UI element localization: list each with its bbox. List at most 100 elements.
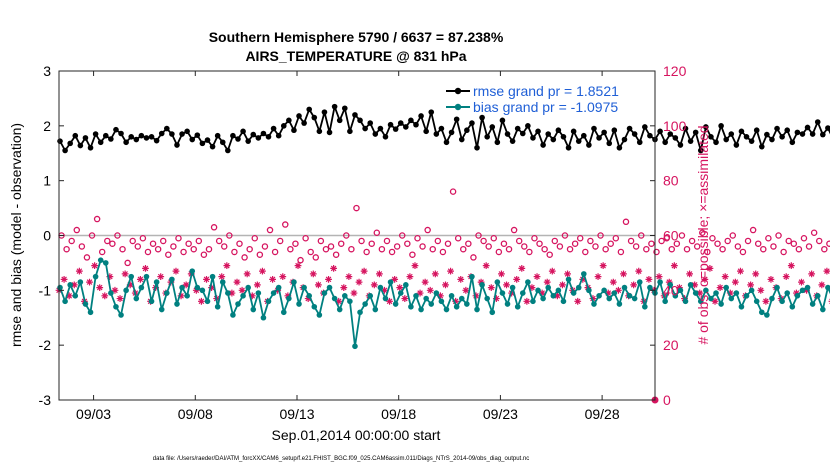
obs-possible-point	[226, 232, 233, 239]
bias-point	[621, 284, 628, 291]
obs-possible-point	[251, 234, 259, 242]
obs-possible-point	[154, 245, 162, 253]
rmse-point	[504, 131, 511, 137]
obs-assimilated-point	[767, 275, 775, 283]
rmse-point	[657, 128, 663, 135]
rmse-point	[464, 127, 470, 134]
obs-assimilated-point	[325, 275, 332, 283]
bias-point	[174, 301, 180, 307]
bias-point	[209, 273, 216, 280]
obs-possible-point	[373, 229, 381, 237]
bias-point	[382, 295, 389, 302]
bias-point	[560, 298, 567, 305]
bias-point	[458, 295, 465, 302]
rmse-point	[108, 136, 114, 142]
bias-point	[743, 293, 750, 299]
bias-point	[148, 298, 155, 305]
obs-assimilated-point	[752, 270, 760, 278]
obs-possible-point	[327, 243, 335, 250]
legend: rmse grand pr = 1.8521 bias grand pr = -…	[446, 83, 619, 115]
obs-possible-point	[561, 232, 569, 239]
rmse-point	[601, 129, 607, 136]
bias-point	[97, 257, 104, 263]
bias-point	[703, 287, 709, 294]
bias-point	[331, 295, 338, 302]
rmse-point	[306, 106, 312, 113]
obs-assimilated-point	[253, 281, 261, 289]
rmse-point	[458, 136, 465, 143]
obs-assimilated-point	[691, 281, 699, 289]
rmse-point	[616, 144, 623, 151]
rmse-point	[158, 130, 165, 137]
obs-assimilated-point	[620, 270, 627, 278]
rmse-point	[484, 134, 490, 140]
obs-assimilated-point	[437, 292, 444, 300]
rmse-point	[769, 136, 775, 143]
obs-assimilated-point	[111, 286, 119, 294]
obs-possible-point	[637, 232, 645, 239]
bias-point	[397, 290, 404, 296]
bias-point	[774, 284, 780, 291]
obs-possible-point	[744, 237, 752, 245]
obs-possible-point	[368, 240, 375, 247]
obs-possible-point	[632, 243, 640, 250]
bias-point	[453, 303, 460, 310]
rmse-point	[148, 134, 155, 140]
rmse-point	[428, 109, 435, 115]
obs-assimilated-point	[192, 286, 200, 294]
rmse-point	[611, 127, 618, 134]
rmse-point	[138, 132, 145, 139]
rmse-point	[250, 131, 257, 138]
rmse-point	[453, 116, 460, 123]
obs-assimilated-point	[411, 262, 419, 270]
rmse-point	[260, 130, 267, 137]
bias-point	[479, 282, 485, 288]
obs-assimilated-point	[391, 275, 399, 283]
rmse-point	[672, 135, 679, 141]
rmse-point	[718, 123, 724, 129]
bias-line	[59, 259, 830, 348]
bias-point	[372, 306, 379, 313]
obs-possible-point	[810, 229, 818, 237]
bias-point	[153, 279, 160, 285]
bias-point	[499, 290, 506, 296]
obs-possible-point	[292, 240, 299, 247]
rmse-point	[662, 139, 668, 146]
obs-assimilated-point	[716, 284, 724, 291]
rmse-point	[316, 128, 323, 135]
obs-assimilated-point	[792, 289, 800, 297]
bias-point	[189, 268, 196, 274]
bias-point	[469, 273, 475, 280]
rmse-point	[336, 117, 343, 124]
obs-assimilated-point	[243, 270, 251, 278]
obs-assimilated-point	[182, 281, 190, 289]
obs-possible-point	[775, 232, 782, 239]
rmse-point	[123, 139, 129, 146]
rmse-point	[82, 135, 89, 141]
obs-possible-point	[114, 232, 121, 239]
obs-possible-point	[297, 256, 304, 264]
bias-point	[128, 273, 135, 280]
bias-point	[448, 293, 455, 299]
obs-assimilated-point	[482, 262, 490, 270]
rmse-point	[713, 139, 719, 146]
obs-possible-point	[826, 240, 830, 247]
obs-assimilated-point	[355, 278, 363, 286]
obs-assimilated-point	[721, 273, 729, 281]
bias-point	[367, 293, 374, 299]
obs-possible-point	[699, 229, 706, 237]
bias-point	[784, 290, 791, 296]
rmse-point	[311, 114, 318, 121]
bias-point	[611, 290, 618, 296]
bias-point	[636, 279, 643, 285]
rmse-point	[723, 136, 729, 143]
rmse-point	[642, 124, 648, 130]
rmse-point	[794, 129, 801, 136]
obs-possible-point	[149, 240, 157, 247]
bias-point	[199, 287, 206, 294]
obs-possible-point	[419, 243, 426, 250]
rmse-point	[545, 131, 552, 137]
rmse-point	[647, 132, 653, 139]
obs-possible-point	[602, 245, 609, 253]
